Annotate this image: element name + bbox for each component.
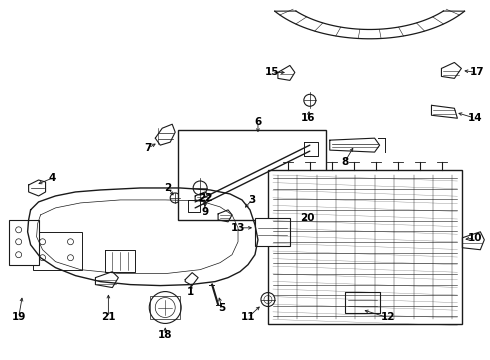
Text: 4: 4 <box>49 173 56 183</box>
Text: 14: 14 <box>468 113 483 123</box>
Bar <box>345 292 380 314</box>
Text: 19: 19 <box>11 312 26 323</box>
Bar <box>255 218 290 246</box>
Text: 22: 22 <box>198 193 212 203</box>
Bar <box>268 170 463 324</box>
Text: 5: 5 <box>219 302 226 312</box>
Bar <box>150 296 180 319</box>
Text: 15: 15 <box>265 67 279 77</box>
Text: 7: 7 <box>145 143 152 153</box>
Bar <box>9 220 39 265</box>
Bar <box>33 232 82 270</box>
Text: 16: 16 <box>300 113 315 123</box>
Text: 12: 12 <box>380 312 395 323</box>
Text: 13: 13 <box>231 223 245 233</box>
Text: 1: 1 <box>187 287 194 297</box>
Text: 3: 3 <box>248 195 256 205</box>
Text: 2: 2 <box>165 183 172 193</box>
Text: 6: 6 <box>254 117 262 127</box>
Text: 10: 10 <box>468 233 483 243</box>
Text: 20: 20 <box>300 213 315 223</box>
Text: 21: 21 <box>101 312 116 323</box>
Text: 17: 17 <box>470 67 485 77</box>
Text: 11: 11 <box>241 312 255 323</box>
Text: 18: 18 <box>158 330 172 341</box>
Text: 9: 9 <box>201 207 209 217</box>
Text: 8: 8 <box>341 157 348 167</box>
Bar <box>178 130 326 220</box>
